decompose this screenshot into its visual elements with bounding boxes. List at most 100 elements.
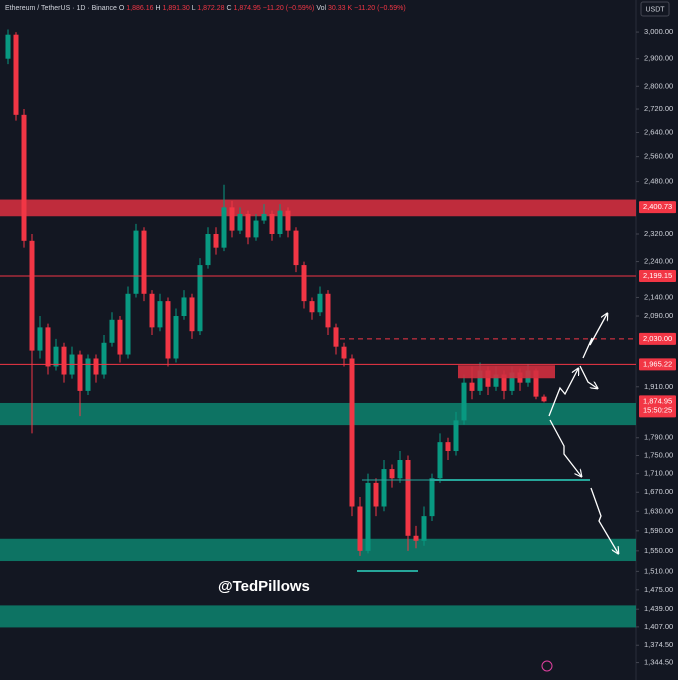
candle-body: [13, 34, 19, 115]
candle-body: [253, 220, 259, 238]
ohlc-value: 1,872.28: [197, 5, 224, 12]
candle-body: [453, 420, 459, 452]
candle-body: [37, 327, 43, 351]
ohlc-key: L: [192, 5, 196, 12]
currency-button[interactable]: [640, 1, 670, 17]
candle-body: [533, 370, 539, 397]
candle-body: [509, 372, 515, 391]
price-label-bg: [639, 201, 676, 214]
candle-body: [317, 293, 323, 313]
y-tick-label: 2,720.00: [644, 104, 673, 113]
candle-body: [157, 301, 163, 328]
candle-body: [501, 374, 507, 391]
y-tick-label: 1,670.00: [644, 487, 673, 496]
y-tick-label: 2,240.00: [644, 257, 673, 266]
zone: [0, 605, 636, 628]
y-tick-label: 2,090.00: [644, 311, 673, 320]
currency-label: USDT: [645, 6, 665, 13]
symbol-name: Ethereum / TetherUS · 1D · Binance: [5, 5, 117, 12]
y-tick-label: 2,140.00: [644, 292, 673, 301]
candle-body: [333, 327, 339, 347]
y-tick-label: 1,750.00: [644, 450, 673, 459]
price-label: 2,199.15: [643, 271, 672, 280]
candle-body: [53, 346, 59, 367]
y-tick-label: 1,407.00: [644, 622, 673, 631]
candle-body: [269, 213, 275, 234]
candle-body: [117, 319, 123, 355]
candle-body: [229, 207, 235, 231]
candle-body: [189, 297, 195, 332]
y-tick-label: 2,640.00: [644, 127, 673, 136]
arrow: [590, 487, 618, 553]
candle-body: [213, 233, 219, 248]
y-tick-label: 1,590.00: [644, 526, 673, 535]
candle-body: [141, 230, 147, 294]
y-tick-label: 1,910.00: [644, 382, 673, 391]
candle-body: [237, 213, 243, 231]
y-tick-label: 1,550.00: [644, 546, 673, 555]
y-tick-label: 1,710.00: [644, 469, 673, 478]
last-price: 1,874.95: [643, 396, 672, 405]
candle-body: [245, 213, 251, 238]
candle-body: [125, 293, 131, 355]
candle-body: [45, 327, 51, 367]
candle-body: [5, 34, 11, 59]
y-tick-label: 1,439.00: [644, 604, 673, 613]
candle-body: [469, 382, 475, 391]
y-tick-label: 2,320.00: [644, 229, 673, 238]
candle-body: [349, 358, 355, 507]
y-tick-label: 1,510.00: [644, 566, 673, 575]
y-tick-label: 1,475.00: [644, 585, 673, 594]
candle-body: [293, 230, 299, 266]
arrow: [582, 314, 607, 359]
y-tick-label: 1,344.50: [644, 658, 673, 667]
zones: [0, 199, 636, 628]
y-tick-label: 1,790.00: [644, 433, 673, 442]
zone: [0, 199, 636, 217]
legend: Ethereum / TetherUS · 1D · Binance O 1,8…: [5, 5, 406, 12]
candle-body: [133, 230, 139, 294]
ohlc-value: 1,886.16: [126, 5, 153, 12]
vol-key: Vol: [316, 5, 326, 12]
candle-body: [301, 265, 307, 302]
candle-body: [341, 346, 347, 359]
candle-body: [325, 293, 331, 328]
candle-body: [365, 482, 371, 551]
y-tick-label: 2,480.00: [644, 177, 673, 186]
candle-body: [429, 478, 435, 517]
arrow: [579, 365, 597, 388]
zone: [0, 538, 636, 562]
arrow: [549, 419, 581, 476]
candle-body: [77, 354, 83, 391]
y-tick-label: 2,560.00: [644, 152, 673, 161]
candle-body: [173, 316, 179, 359]
ohlc-value: 1,891.30: [163, 5, 190, 12]
price-label-bg: [639, 358, 676, 371]
candle-body: [61, 346, 67, 375]
resistance-box: [458, 365, 555, 379]
candle-body: [261, 213, 267, 221]
candle-body: [357, 506, 363, 551]
candle-body: [493, 374, 499, 387]
candle-body: [109, 319, 115, 343]
candle-body: [405, 459, 411, 536]
vol-change: −11.20 (−0.59%): [354, 5, 406, 12]
candle-body: [101, 342, 107, 375]
y-tick-label: 3,000.00: [644, 27, 673, 36]
price-label-bg: [639, 270, 676, 283]
y-axis: 2,400.73 2,199.15 2,030.00 1,965.22 3,000.00…: [636, 27, 676, 667]
candle-body: [421, 516, 427, 541]
price-label: 2,400.73: [643, 202, 672, 211]
icon: [541, 660, 553, 672]
candle-body: [149, 293, 155, 328]
price-label: 2,030.00: [643, 334, 672, 343]
candle-body: [197, 265, 203, 332]
candle-body: [29, 240, 35, 351]
candle-body: [389, 469, 395, 479]
candle-body: [461, 382, 467, 421]
last-price-bg: [639, 395, 676, 418]
y-tick-label: 1,374.50: [644, 640, 673, 649]
change: −11.20 (−0.59%): [263, 5, 315, 12]
